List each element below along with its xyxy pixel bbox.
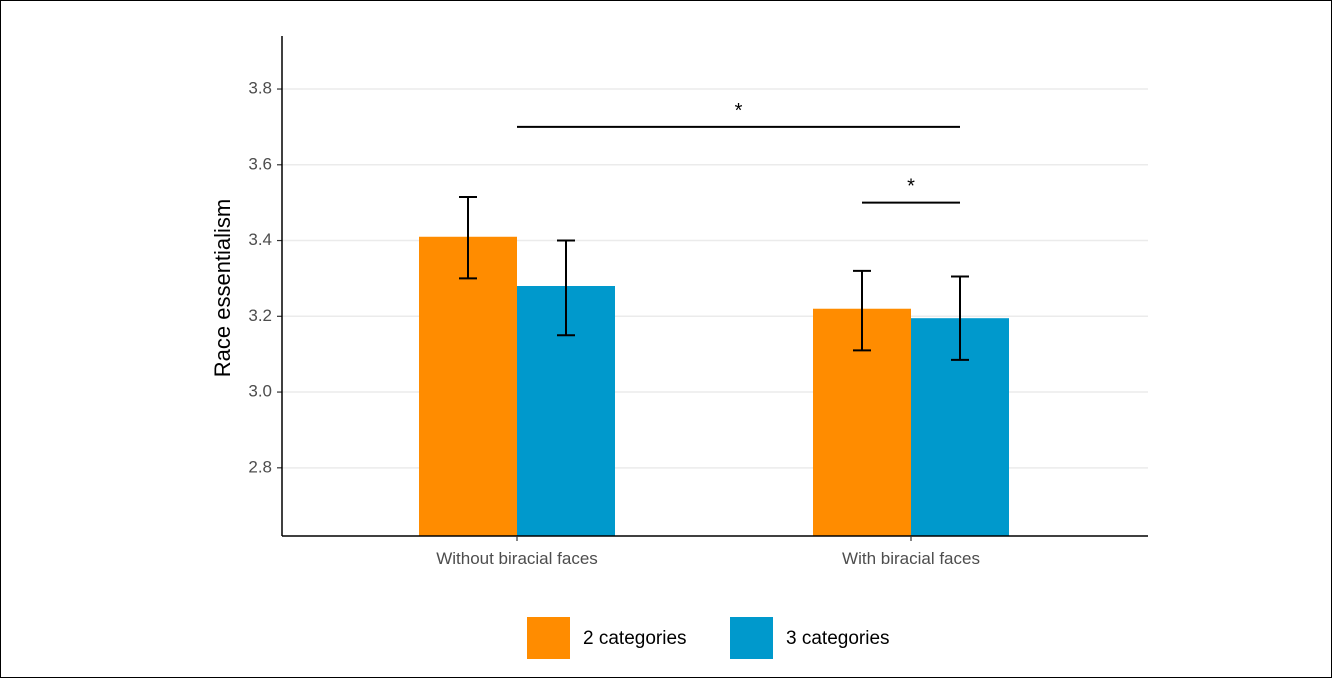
significance-star: * <box>907 176 915 198</box>
grid-lines <box>282 88 1148 469</box>
legend-key <box>730 617 773 659</box>
y-tick-label: 3.8 <box>248 79 272 98</box>
y-tick-label: 3.2 <box>248 306 272 325</box>
legend-label: 3 categories <box>786 628 890 649</box>
y-tick-label: 3.4 <box>248 230 272 249</box>
y-tick-label: 2.8 <box>248 457 272 476</box>
y-axis-title: Race essentialism <box>210 199 235 378</box>
y-tick-label: 3.6 <box>248 154 272 173</box>
x-tick-label: Without biracial faces <box>436 549 598 568</box>
legend-label: 2 categories <box>583 628 687 649</box>
x-tick-label: With biracial faces <box>842 549 980 568</box>
axes: 2.8 3.0 3.2 3.4 3.6 3.8 Without biracial faces… <box>248 36 1148 568</box>
legend-key <box>527 617 570 659</box>
legend: 2 categories 3 categories <box>527 617 890 659</box>
significance-annotations: ** <box>517 100 960 204</box>
error-bars <box>459 195 969 361</box>
significance-star: * <box>735 100 743 122</box>
bar <box>419 236 517 536</box>
y-tick-label: 3.0 <box>248 382 272 401</box>
bars <box>419 236 1009 536</box>
